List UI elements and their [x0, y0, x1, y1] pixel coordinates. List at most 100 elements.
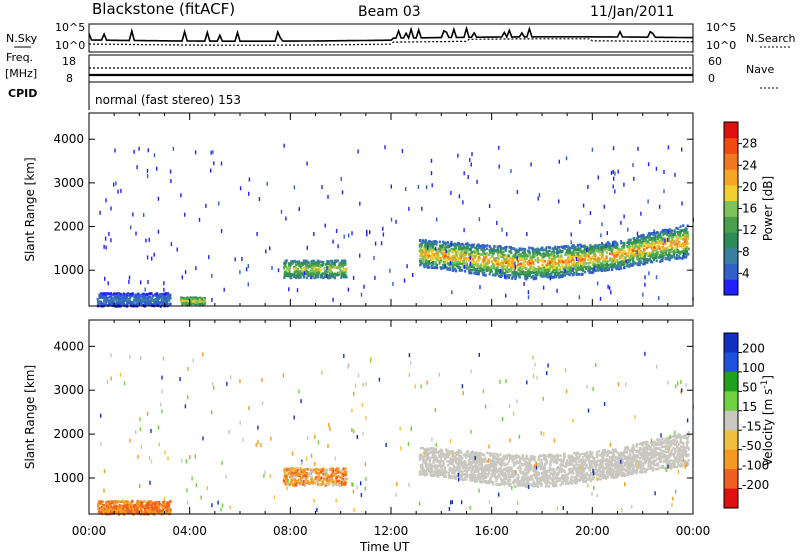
power-scatter-echo	[527, 290, 530, 295]
power-echo-cell	[626, 254, 630, 258]
power-echo-cell	[529, 262, 532, 265]
power-echo-cell	[550, 275, 553, 279]
power-echo-cell	[626, 245, 629, 248]
power-echo-cell	[523, 271, 526, 274]
velocity-echo-cell	[642, 464, 645, 468]
power-scatter-echo	[321, 185, 323, 190]
power-echo-cell	[469, 248, 472, 252]
power-echo-cell	[286, 269, 289, 273]
power-scatter-echo	[427, 245, 429, 250]
power-echo-cell	[679, 225, 682, 228]
power-echo-cell	[140, 294, 143, 297]
power-echo-cell	[569, 269, 572, 272]
power-echo-cell	[592, 248, 595, 251]
power-echo-cell	[332, 274, 335, 277]
power-echo-cell	[556, 248, 559, 252]
power-echo-cell	[553, 259, 556, 263]
velocity-echo-cell	[126, 511, 129, 515]
power-echo-cell	[295, 270, 298, 273]
power-echo-cell	[499, 245, 502, 249]
power-echo-cell	[113, 295, 116, 299]
power-scatter-echo	[570, 232, 572, 237]
power-echo-cell	[670, 236, 673, 239]
power-scatter-echo	[363, 284, 365, 289]
power-echo-cell	[333, 272, 336, 276]
power-echo-cell	[476, 260, 479, 263]
velocity-echo-cell	[164, 511, 167, 514]
velocity-echo-cell	[295, 473, 298, 476]
power-scatter-echo	[444, 264, 447, 269]
velocity-echo-cell	[284, 482, 287, 486]
power-echo-cell	[120, 293, 123, 297]
velocity-echo-cell	[112, 506, 115, 509]
power-echo-cell	[624, 256, 627, 259]
power-echo-cell	[591, 267, 594, 270]
power-echo-cell	[632, 246, 635, 250]
power-echo-cell	[104, 302, 107, 306]
velocity-echo-cell	[97, 500, 101, 503]
power-echo-cell	[306, 264, 309, 268]
power-echo-cell	[190, 301, 193, 304]
power-echo-cell	[542, 275, 545, 278]
power-echo-cell	[561, 264, 564, 268]
velocity-echo-cell	[112, 508, 115, 512]
power-echo-cell	[687, 252, 690, 256]
power-echo-cell	[669, 234, 672, 237]
power-echo-cell	[639, 247, 642, 250]
power-echo-cell	[550, 258, 553, 261]
velocity-echo-cell	[168, 507, 171, 511]
power-echo-cell	[475, 264, 478, 267]
power-echo-cell	[500, 255, 503, 258]
velocity-echo-cell	[528, 483, 531, 486]
power-echo-cell	[192, 301, 195, 305]
power-echo-cell	[427, 261, 430, 264]
velocity-echo-cell	[122, 509, 125, 513]
velocity-echo-cell	[452, 464, 455, 467]
power-echo-cell	[656, 244, 659, 248]
power-echo-cell	[600, 268, 603, 272]
power-echo-cell	[340, 259, 344, 263]
power-echo-cell	[638, 257, 641, 261]
power-echo-cell	[662, 233, 665, 237]
power-echo-cell	[652, 233, 655, 236]
power-echo-cell	[532, 271, 535, 275]
power-scatter-echo	[663, 170, 665, 174]
power-ytick-label: 1000	[53, 263, 84, 277]
power-echo-cell	[155, 294, 158, 297]
power-echo-cell	[509, 246, 512, 249]
power-echo-cell	[588, 255, 591, 259]
power-echo-cell	[154, 304, 158, 307]
power-echo-cell	[453, 255, 456, 258]
velocity-echo-cell	[325, 477, 329, 481]
power-echo-cell	[553, 273, 556, 276]
power-echo-cell	[540, 259, 543, 262]
power-scatter-echo	[103, 244, 105, 249]
power-echo-cell	[612, 263, 615, 267]
power-echo-cell	[494, 274, 497, 277]
power-echo-cell	[535, 268, 538, 271]
power-scatter-echo	[105, 245, 107, 250]
power-echo-cell	[466, 245, 469, 249]
power-scatter-echo	[478, 217, 481, 222]
power-echo-cell	[676, 245, 679, 248]
power-echo-cell	[631, 264, 634, 267]
power-echo-cell	[636, 262, 639, 265]
power-echo-cell	[427, 256, 430, 260]
power-echo-cell	[299, 263, 302, 267]
power-echo-cell	[115, 292, 118, 295]
velocity-echo-cell	[309, 468, 312, 472]
power-echo-cell	[319, 263, 322, 267]
velocity-echo-cell	[453, 459, 456, 463]
power-echo-cell	[553, 250, 556, 253]
power-echo-cell	[530, 259, 533, 262]
velocity-echo-cell	[642, 462, 645, 465]
power-echo-cell	[554, 262, 557, 265]
power-scatter-echo	[612, 242, 614, 247]
power-echo-cell	[451, 267, 454, 270]
velocity-echo-cell	[591, 466, 594, 470]
power-echo-cell	[106, 299, 109, 302]
power-echo-cell	[555, 274, 558, 278]
velocity-echo-cell	[522, 472, 525, 476]
power-echo-cell	[567, 245, 570, 249]
power-echo-cell	[658, 236, 661, 239]
